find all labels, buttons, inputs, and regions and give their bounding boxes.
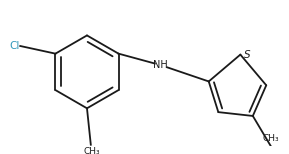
- Text: S: S: [244, 50, 251, 60]
- Text: CH₃: CH₃: [84, 147, 100, 154]
- Text: CH₃: CH₃: [262, 134, 279, 143]
- Text: Cl: Cl: [9, 41, 19, 51]
- Text: NH: NH: [153, 60, 168, 70]
